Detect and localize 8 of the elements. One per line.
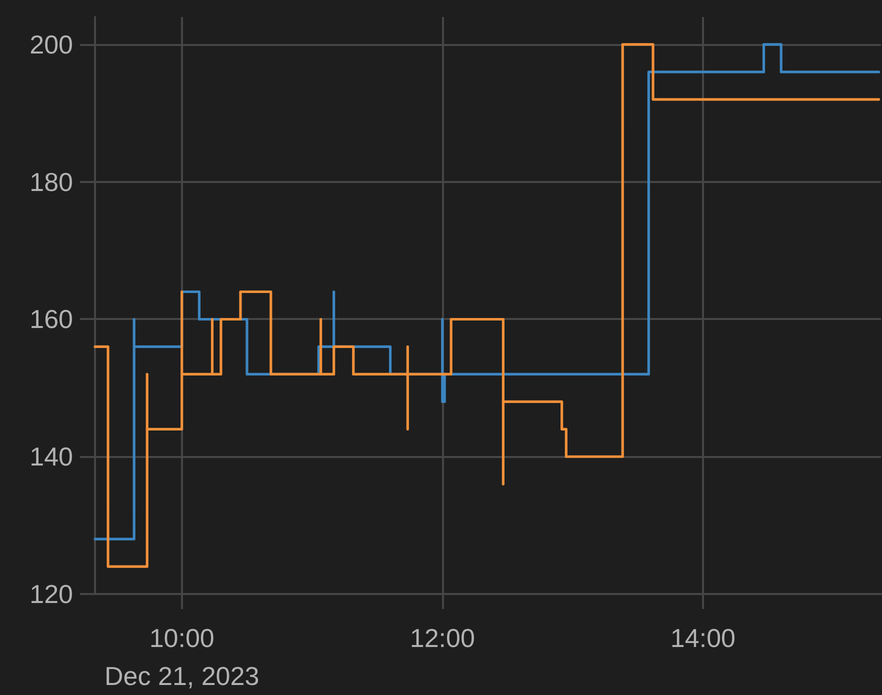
y-tick-label: 160 [30, 304, 73, 334]
x-tick-label: 12:00 [410, 623, 475, 653]
x-tick-label: 14:00 [670, 623, 736, 653]
x-tick-label: 10:00 Dec 21, 2023 [104, 623, 260, 691]
y-tick-label: 140 [30, 442, 73, 472]
y-tick-label: 200 [30, 29, 73, 60]
y-tick-label: 180 [30, 166, 73, 197]
y-tick-label: 120 [30, 579, 73, 609]
